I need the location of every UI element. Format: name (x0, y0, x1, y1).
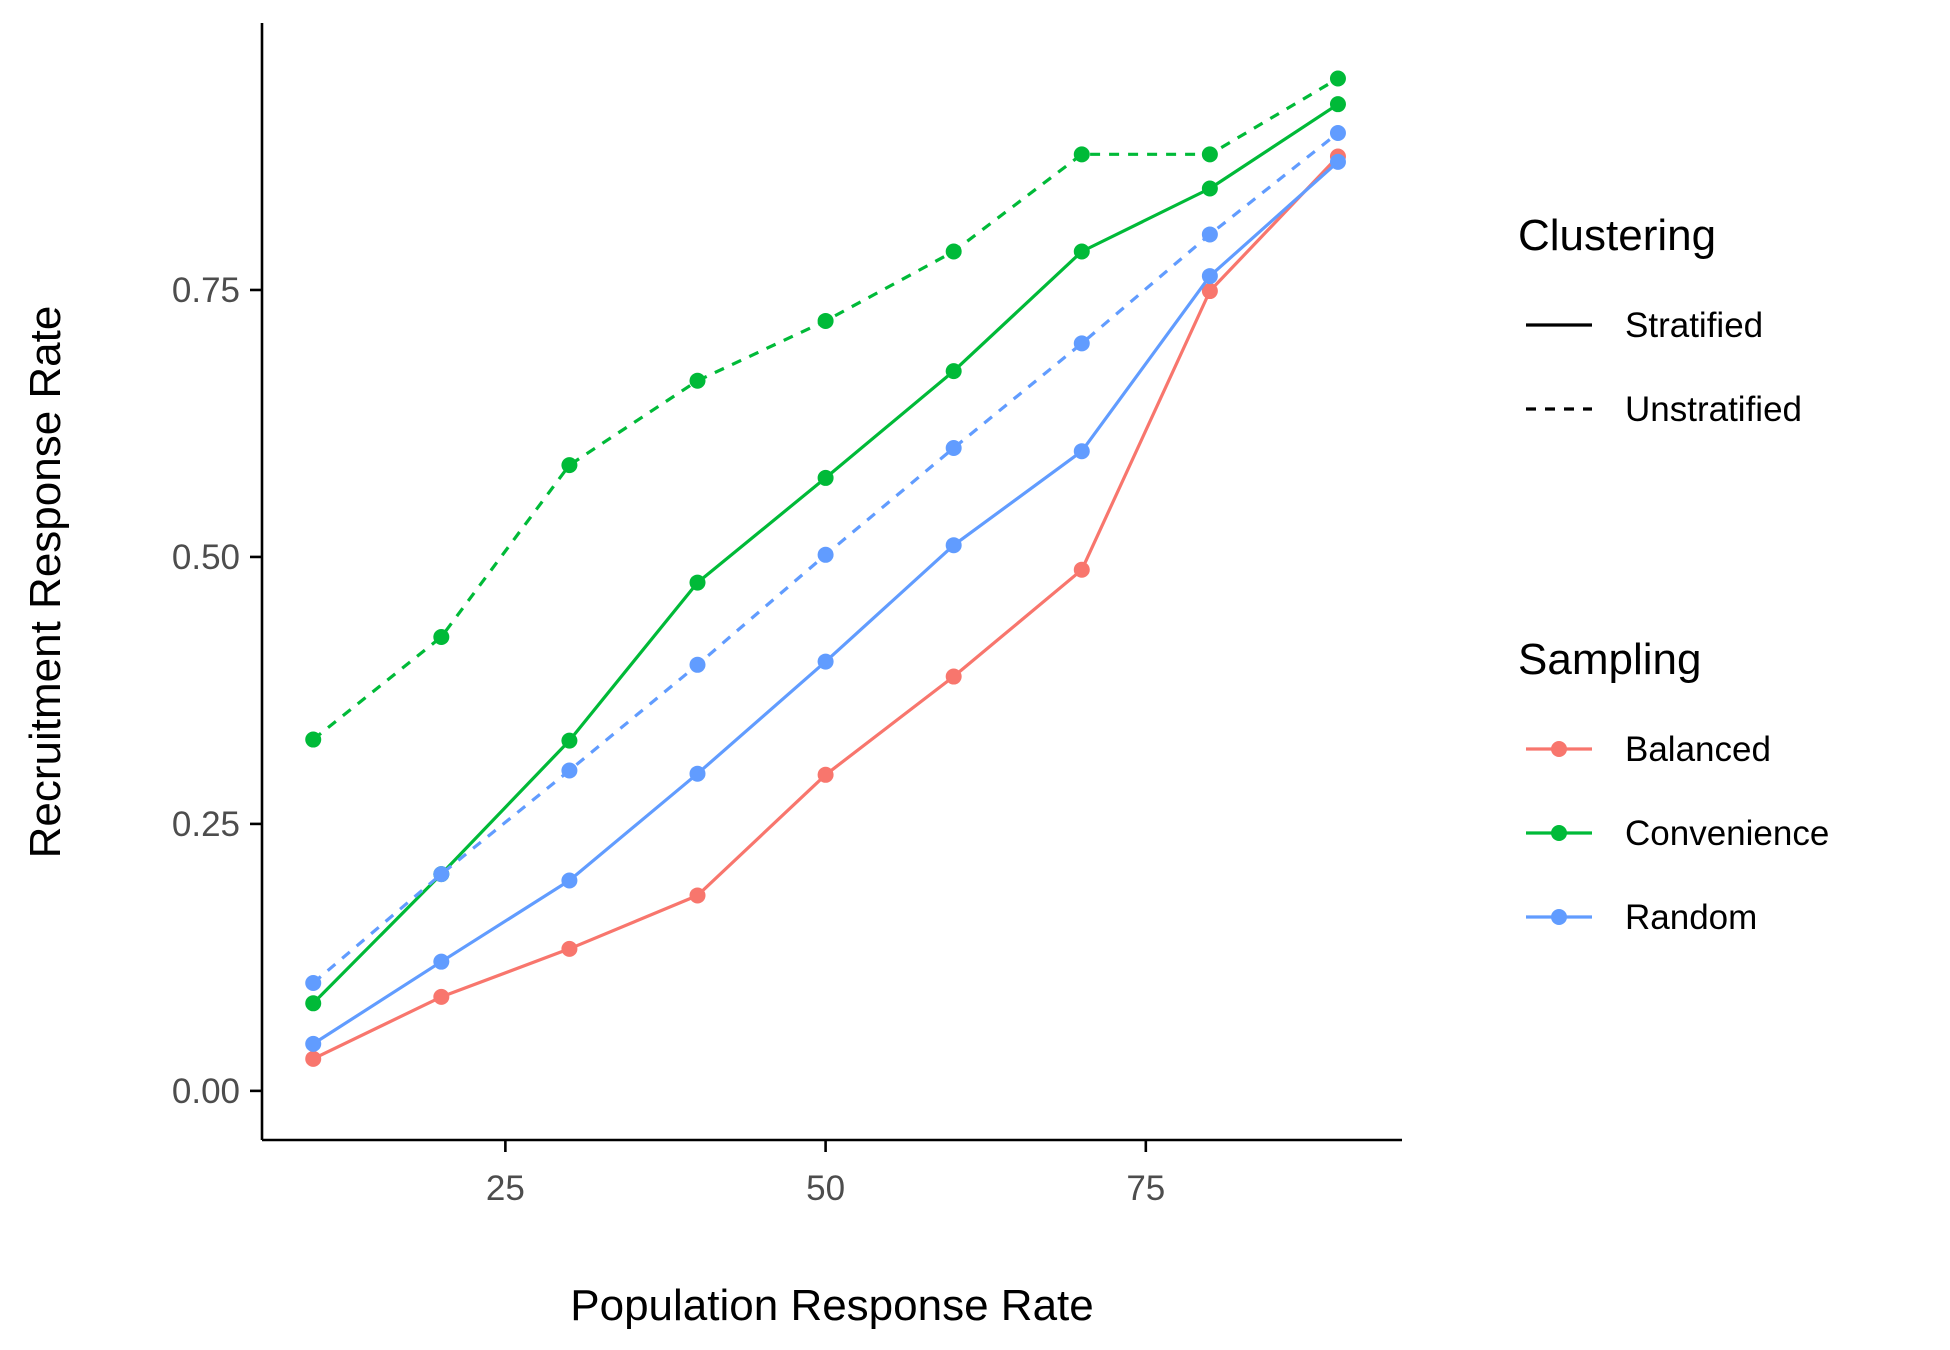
legend-key-point-random (1551, 909, 1567, 925)
data-point (945, 363, 962, 380)
data-point (433, 953, 450, 970)
series-line (312, 77, 1339, 741)
data-point (1201, 283, 1218, 300)
data-point (561, 732, 578, 749)
data-point (1073, 146, 1090, 163)
data-point (945, 537, 962, 554)
axes-layer: 0.00 0.25 0.50 0.75 25 50 75 (172, 23, 1402, 1208)
x-tick-label: 75 (1126, 1169, 1165, 1208)
data-point (305, 1050, 322, 1067)
x-tick-label: 50 (806, 1169, 845, 1208)
data-point (817, 653, 834, 670)
y-tick-label: 0.75 (172, 271, 240, 310)
data-point (305, 975, 322, 992)
x-tick-label: 25 (486, 1169, 525, 1208)
data-point (305, 995, 322, 1012)
data-point (561, 457, 578, 474)
series-convenience-stratified (305, 96, 1346, 1012)
data-point (1073, 243, 1090, 260)
data-point (1329, 124, 1346, 141)
data-point (689, 574, 706, 591)
legend-title: Sampling (1518, 635, 1701, 684)
legend-title: Clustering (1518, 211, 1716, 260)
data-point (817, 312, 834, 329)
data-point (689, 887, 706, 904)
data-point (1329, 70, 1346, 87)
legend: Clustering Stratified Unstratified Sampling… (1518, 211, 1829, 937)
legend-label-random: Random (1625, 898, 1757, 937)
legend-label-stratified: Stratified (1625, 306, 1763, 345)
data-point (945, 243, 962, 260)
data-point (1201, 146, 1218, 163)
data-point (817, 766, 834, 783)
data-point (1201, 268, 1218, 285)
data-point (305, 1035, 322, 1052)
data-point (561, 872, 578, 889)
data-point (433, 988, 450, 1005)
series-balanced-stratified (305, 148, 1346, 1067)
y-axis-title: Recruitment Response Rate (21, 306, 70, 859)
data-point (689, 765, 706, 782)
legend-label-convenience: Convenience (1625, 814, 1829, 853)
data-point (689, 372, 706, 389)
y-tick-label: 0.50 (172, 538, 240, 577)
data-point (1329, 96, 1346, 113)
series-line (312, 160, 1340, 1046)
legend-label-unstratified: Unstratified (1625, 390, 1802, 429)
data-point (689, 656, 706, 673)
series-line (312, 155, 1340, 1061)
legend-key-point-convenience (1551, 825, 1567, 841)
data-point (433, 629, 450, 646)
y-tick-label: 0.25 (172, 805, 240, 844)
data-point (1073, 443, 1090, 460)
series-random-unstratified (305, 124, 1346, 992)
data-point (305, 731, 322, 748)
data-point (817, 546, 834, 563)
data-point (561, 940, 578, 957)
data-point (433, 866, 450, 883)
y-tick-label: 0.00 (172, 1072, 240, 1111)
data-point (817, 469, 834, 486)
data-point (945, 440, 962, 457)
series-random-stratified (305, 153, 1346, 1052)
data-point (1073, 561, 1090, 578)
plot-layer (305, 70, 1346, 1067)
data-point (1329, 153, 1346, 170)
legend-label-balanced: Balanced (1625, 730, 1771, 769)
data-point (1201, 180, 1218, 197)
data-point (945, 668, 962, 685)
data-point (1073, 335, 1090, 352)
data-point (561, 762, 578, 779)
x-axis-title: Population Response Rate (570, 1281, 1093, 1330)
series-convenience-unstratified (305, 70, 1346, 748)
data-point (1201, 226, 1218, 243)
legend-key-point-balanced (1551, 741, 1567, 757)
